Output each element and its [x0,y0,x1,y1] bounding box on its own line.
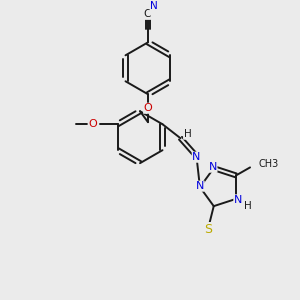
Text: N: N [150,2,158,11]
Text: H: H [184,129,191,139]
Text: O: O [88,119,97,129]
Text: N: N [234,195,242,205]
Text: N: N [196,181,204,191]
Text: CH3: CH3 [258,159,278,170]
Text: N: N [192,152,201,162]
Text: O: O [144,103,152,113]
Text: S: S [204,223,212,236]
Text: C: C [143,9,151,20]
Text: N: N [208,162,217,172]
Text: H: H [244,201,252,211]
